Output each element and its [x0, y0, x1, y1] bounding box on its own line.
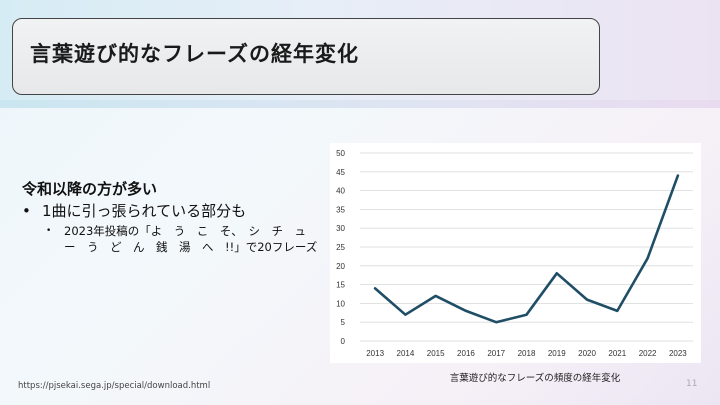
x-tick-label: 2013 [366, 349, 384, 358]
y-tick-label: 50 [336, 149, 345, 158]
sub-bullet-dot-icon: • [46, 226, 52, 236]
y-tick-label: 0 [341, 337, 346, 346]
chart-svg: 0 5 10 15 20 25 30 35 40 45 50 2013 2014 2015 2016 201… [336, 149, 693, 358]
bullet-dot-icon: • [22, 202, 31, 220]
y-tick-label: 5 [341, 318, 346, 327]
y-tick-label: 10 [336, 299, 345, 308]
x-tick-label: 2023 [669, 349, 687, 358]
x-tick-label: 2017 [487, 349, 505, 358]
y-tick-label: 20 [336, 262, 345, 271]
x-tick-label: 2020 [578, 349, 596, 358]
x-tick-label: 2021 [608, 349, 626, 358]
page-number: 11 [686, 379, 698, 389]
y-tick-label: 25 [336, 243, 345, 252]
y-tick-label: 40 [336, 187, 345, 196]
x-tick-label: 2014 [397, 349, 415, 358]
slide-title: 言葉遊び的なフレーズの経年変化 [30, 42, 359, 66]
x-tick-label: 2016 [457, 349, 475, 358]
sub-bullet-item: • 2023年投稿の「よ う こ そ、 シ チ ュ ー う ど ん 銭 湯 へ … [46, 223, 322, 255]
slide-body: 令和以降の方が多い • 1曲に引っ張られている部分も • 2023年投稿の「よ … [22, 178, 322, 255]
y-tick-label: 45 [336, 168, 345, 177]
chart-caption: 言葉遊び的なフレーズの頻度の経年変化 [449, 373, 621, 384]
x-tick-label: 2022 [639, 349, 657, 358]
y-tick-label: 15 [336, 281, 345, 290]
bullet-text: 1曲に引っ張られている部分も [42, 202, 247, 220]
line-chart: 0 5 10 15 20 25 30 35 40 45 50 2013 2014 2015 2016 201… [330, 143, 701, 363]
series-line [373, 174, 680, 324]
footer-url: https://pjsekai.sega.jp/special/download… [18, 381, 211, 391]
y-tick-label: 35 [336, 205, 345, 214]
x-tick-label: 2015 [427, 349, 445, 358]
slide-heading: 令和以降の方が多い [22, 180, 158, 198]
x-tick-label: 2019 [548, 349, 566, 358]
title-box [12, 18, 600, 95]
y-tick-label: 30 [336, 224, 345, 233]
bullet-item: • 1曲に引っ張られている部分も [22, 201, 322, 221]
x-tick-label: 2018 [518, 349, 536, 358]
sub-bullet-text: 2023年投稿の「よ う こ そ、 シ チ ュ ー う ど ん 銭 湯 へ !!… [64, 224, 318, 254]
